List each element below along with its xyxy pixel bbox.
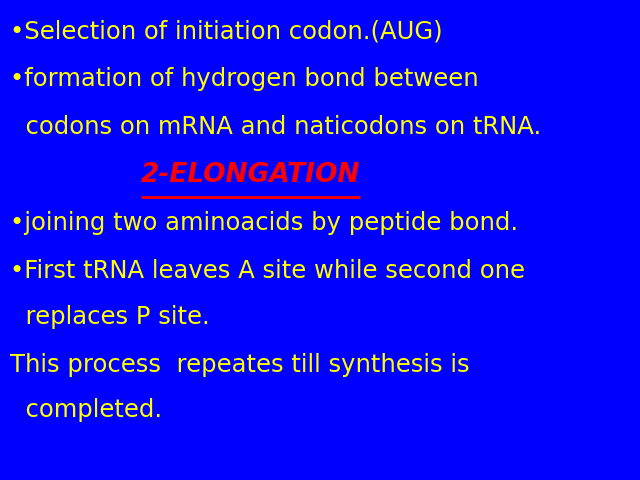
Text: 2-ELONGATION: 2-ELONGATION	[141, 162, 360, 188]
Text: •formation of hydrogen bond between: •formation of hydrogen bond between	[10, 67, 478, 91]
Text: replaces P site.: replaces P site.	[10, 305, 209, 329]
Text: codons on mRNA and naticodons on tRNA.: codons on mRNA and naticodons on tRNA.	[10, 115, 541, 139]
Text: completed.: completed.	[10, 398, 162, 422]
Text: •Selection of initiation codon.(AUG): •Selection of initiation codon.(AUG)	[10, 19, 442, 43]
Text: •joining two aminoacids by peptide bond.: •joining two aminoacids by peptide bond.	[10, 211, 518, 235]
Text: This process  repeates till synthesis is: This process repeates till synthesis is	[10, 353, 469, 377]
Text: •First tRNA leaves A site while second one: •First tRNA leaves A site while second o…	[10, 259, 525, 283]
